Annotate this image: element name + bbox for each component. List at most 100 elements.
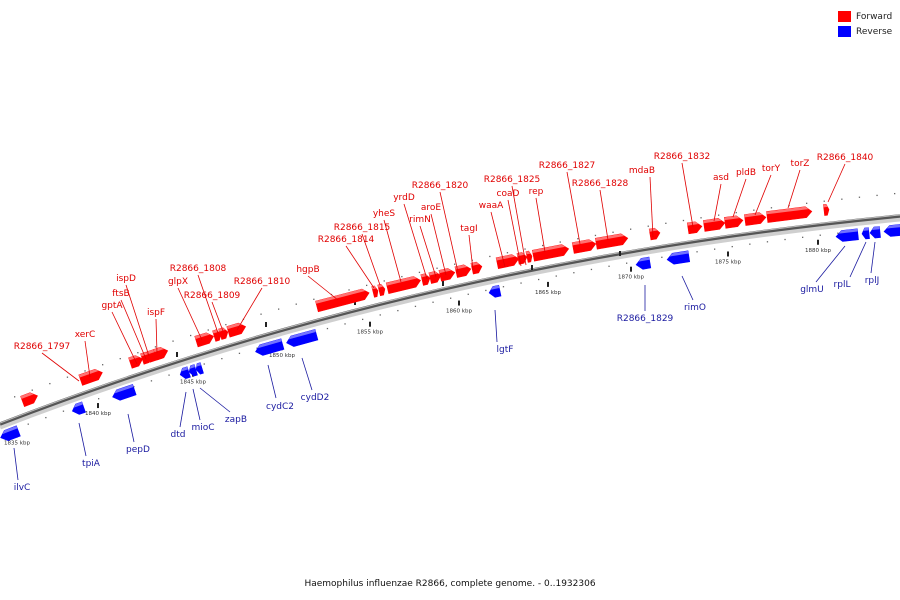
minor-tick xyxy=(14,396,16,398)
forward-gene[interactable] xyxy=(428,270,442,284)
gene-arrow-shape xyxy=(179,366,191,380)
gene-arrow-shape xyxy=(315,288,370,313)
minor-tick xyxy=(502,286,505,288)
reverse-gene[interactable] xyxy=(835,228,859,242)
minor-tick xyxy=(858,196,861,198)
reverse-gene[interactable] xyxy=(111,384,137,402)
scale-tick-label: 1865 kbp xyxy=(535,290,561,296)
backbone-highlight xyxy=(0,214,900,424)
gene-label: R2866_1809 xyxy=(184,291,241,301)
reverse-gene[interactable] xyxy=(488,284,502,298)
gene-arrow-highlight xyxy=(20,392,34,399)
gene-arrow-shape xyxy=(194,332,215,348)
gene-label: gptA xyxy=(101,301,123,311)
gene-arrow-shape xyxy=(594,233,629,250)
gene-label: coaD xyxy=(497,189,520,199)
forward-gene[interactable] xyxy=(648,227,661,241)
gene-arrow-highlight xyxy=(649,228,658,232)
gene-label-leader xyxy=(125,284,150,357)
minor-tick xyxy=(823,200,825,202)
reverse-gene[interactable] xyxy=(254,338,285,357)
scale-tick-label: 1875 kbp xyxy=(715,259,741,265)
scale-tick-mark xyxy=(630,266,632,272)
forward-gene[interactable] xyxy=(470,261,483,275)
forward-gene[interactable] xyxy=(744,212,767,226)
gene-label-leader xyxy=(507,199,522,267)
scale-tick-mark xyxy=(727,251,729,257)
gene-label-leader xyxy=(301,357,313,391)
reverse-gene[interactable] xyxy=(861,227,870,240)
gene-label: torY xyxy=(762,164,781,174)
forward-gene[interactable] xyxy=(686,221,703,235)
gene-arrow-highlight xyxy=(490,285,500,290)
forward-gene[interactable] xyxy=(766,206,813,223)
minor-tick xyxy=(383,280,385,282)
genome-caption: Haemophilus influenzae R2866, complete g… xyxy=(304,579,596,589)
forward-gene[interactable] xyxy=(20,391,40,407)
forward-gene[interactable] xyxy=(594,233,629,250)
reverse-gene[interactable] xyxy=(71,401,86,416)
gene-label: mioC xyxy=(191,423,214,433)
legend-forward-label: Forward xyxy=(856,11,893,22)
reverse-gene[interactable] xyxy=(635,256,652,270)
gene-label: R2866_1827 xyxy=(539,161,596,171)
scale-tick-label: 1840 kbp xyxy=(85,411,111,417)
forward-gene[interactable] xyxy=(823,203,830,216)
minor-tick xyxy=(326,327,329,330)
gene-arrow-highlight xyxy=(669,250,689,257)
gene-label: zapB xyxy=(225,415,247,425)
forward-gene[interactable] xyxy=(525,250,533,263)
minor-tick xyxy=(397,309,399,312)
gene-label-leader xyxy=(403,203,428,280)
gene-label-leader xyxy=(535,197,546,253)
gene-label: R2866_1828 xyxy=(572,179,629,189)
gene-arrow-shape xyxy=(195,362,204,375)
forward-gene[interactable] xyxy=(702,217,726,232)
gene-label-leader xyxy=(236,287,263,331)
reverse-gene[interactable] xyxy=(195,362,204,375)
reverse-gene[interactable] xyxy=(869,226,881,239)
gene-label-leader xyxy=(787,169,801,209)
forward-gene[interactable] xyxy=(454,264,472,278)
forward-gene[interactable] xyxy=(438,267,456,282)
forward-gene[interactable] xyxy=(315,287,370,313)
scale-tick-label: 1860 kbp xyxy=(446,309,472,315)
forward-gene[interactable] xyxy=(385,275,422,295)
strand-tick-mark xyxy=(531,265,533,270)
minor-tick xyxy=(102,364,104,366)
gene-arrow-highlight xyxy=(428,271,438,276)
scale-tick-mark xyxy=(458,300,460,306)
gene-label-leader xyxy=(267,364,277,399)
gene-arrow-shape xyxy=(883,223,900,237)
reverse-gene[interactable] xyxy=(188,364,198,378)
gene-label-leader xyxy=(120,299,147,360)
gene-label: glmU xyxy=(800,285,824,295)
reverse-gene[interactable] xyxy=(0,425,21,443)
forward-gene[interactable] xyxy=(723,215,744,229)
reverse-gene[interactable] xyxy=(883,223,900,237)
reverse-gene[interactable] xyxy=(179,366,191,380)
minor-tick xyxy=(62,410,65,412)
gene-label-leader xyxy=(599,189,609,241)
scale-tick-mark xyxy=(97,403,99,409)
forward-gene[interactable] xyxy=(571,238,597,254)
forward-gene[interactable] xyxy=(495,253,520,269)
forward-gene[interactable] xyxy=(78,367,104,386)
reverse-gene[interactable] xyxy=(666,250,691,265)
gene-label: R2866_1810 xyxy=(234,277,291,287)
minor-tick xyxy=(819,234,821,236)
minor-tick xyxy=(661,256,663,258)
gene-label: R2866_1832 xyxy=(654,152,711,162)
minor-tick xyxy=(485,289,487,292)
forward-gene[interactable] xyxy=(531,243,570,262)
forward-gene[interactable] xyxy=(194,331,215,348)
gene-label: ilvC xyxy=(14,483,31,493)
gene-arrow-highlight xyxy=(744,212,763,218)
forward-gene[interactable] xyxy=(377,283,386,297)
minor-tick xyxy=(45,416,47,419)
gene-label-leader xyxy=(84,340,91,378)
minor-tick xyxy=(225,323,227,326)
legend-reverse-label: Reverse xyxy=(856,26,893,37)
forward-gene[interactable] xyxy=(226,321,247,338)
reverse-gene[interactable] xyxy=(285,328,319,348)
